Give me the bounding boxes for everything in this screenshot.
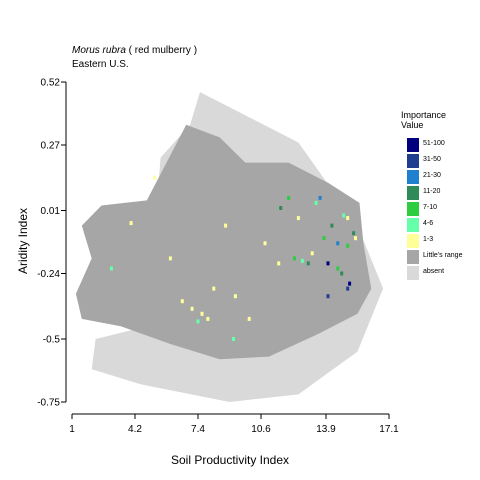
- legend-swatch: [407, 202, 419, 216]
- importance-cell: [340, 271, 344, 276]
- importance-cell: [310, 251, 314, 256]
- importance-cell: [346, 243, 350, 248]
- importance-cell: [293, 256, 296, 261]
- importance-cell: [306, 261, 310, 266]
- importance-cell: [263, 241, 267, 246]
- importance-cell: [277, 261, 281, 266]
- legend-label: 1-3: [423, 236, 434, 243]
- legend-title-line2: Value: [401, 120, 424, 130]
- importance-cell: [326, 261, 330, 266]
- y-tick-label: -0.5: [43, 335, 61, 346]
- importance-cell: [109, 266, 113, 271]
- legend-swatch: [407, 218, 419, 232]
- importance-cell: [212, 286, 216, 291]
- importance-cell: [330, 223, 334, 228]
- importance-cell: [196, 319, 200, 324]
- importance-cell: [336, 266, 340, 271]
- importance-cell: [296, 216, 300, 221]
- legend-swatch: [407, 186, 419, 200]
- importance-cell: [352, 231, 356, 236]
- x-tick-label: 17.1: [379, 424, 399, 435]
- importance-cell: [342, 213, 346, 218]
- legend-swatch: [407, 138, 419, 152]
- importance-cell: [247, 316, 251, 321]
- legend-title-line1: Importance: [401, 110, 447, 120]
- importance-cell: [300, 258, 304, 263]
- x-axis-label: Soil Productivity Index: [171, 453, 289, 467]
- importance-cell: [129, 221, 133, 226]
- x-tick-label: 1: [69, 424, 75, 435]
- y-tick-label: 0.27: [41, 140, 61, 151]
- legend-label: Little's range: [423, 252, 463, 259]
- importance-cell: [232, 337, 235, 341]
- legend-label: 11-20: [423, 188, 441, 195]
- importance-cell: [314, 200, 318, 205]
- importance-cell: [287, 195, 291, 200]
- y-tick-label: -0.75: [37, 398, 60, 409]
- region-littles-range: [75, 124, 372, 360]
- importance-cell: [200, 311, 204, 316]
- species-common-name: ( red mulberry ): [125, 45, 198, 56]
- importance-cell: [224, 223, 228, 228]
- legend-label: absent: [423, 268, 445, 275]
- axes: 1 4.2 7.4 10.6 13.9 17.1 0.52 0.27 0.01 -0.24 -0.5…: [37, 78, 399, 436]
- importance-cell: [348, 281, 352, 286]
- y-tick-label: 0.01: [41, 206, 61, 217]
- legend-label: 7-10: [423, 204, 438, 211]
- importance-cell: [168, 256, 172, 261]
- importance-cell: [153, 175, 157, 180]
- legend-swatch: [407, 250, 419, 264]
- x-tick-label: 10.6: [251, 424, 271, 435]
- importance-cell: [346, 286, 350, 291]
- species-name: Morus rubra: [72, 45, 126, 56]
- importance-cell: [279, 206, 283, 210]
- legend-label: 31-50: [423, 156, 441, 163]
- legend-title: Importance Value: [401, 110, 446, 130]
- importance-cell: [326, 294, 330, 299]
- importance-cell: [354, 236, 357, 241]
- legend-swatch: [407, 234, 419, 248]
- x-tick-label: 4.2: [128, 424, 142, 435]
- legend-label: 51-100: [423, 140, 445, 147]
- importance-cell: [322, 236, 326, 241]
- importance-cell: [233, 294, 237, 299]
- importance-cell: [180, 299, 184, 304]
- importance-cell: [206, 316, 210, 321]
- legend-label: 21-30: [423, 172, 441, 179]
- y-tick-label: -0.24: [37, 269, 60, 280]
- chart-subtitle: Eastern U.S.: [72, 59, 129, 70]
- y-tick-label: 0.52: [41, 78, 61, 89]
- x-tick-label: 7.4: [191, 424, 205, 435]
- x-tick-label: 13.9: [316, 424, 336, 435]
- y-axis-label: Aridity Index: [16, 208, 30, 274]
- importance-cell: [346, 216, 350, 221]
- legend-label: 4-6: [423, 220, 434, 227]
- chart-title: Morus rubra ( red mulberry ): [72, 45, 197, 57]
- legend-swatch: [407, 154, 419, 168]
- importance-cell: [190, 306, 194, 311]
- plot-area: [75, 92, 384, 402]
- legend-swatch: [407, 266, 419, 280]
- importance-cell: [318, 195, 322, 200]
- importance-cell: [336, 241, 340, 246]
- legend-swatch: [407, 170, 419, 184]
